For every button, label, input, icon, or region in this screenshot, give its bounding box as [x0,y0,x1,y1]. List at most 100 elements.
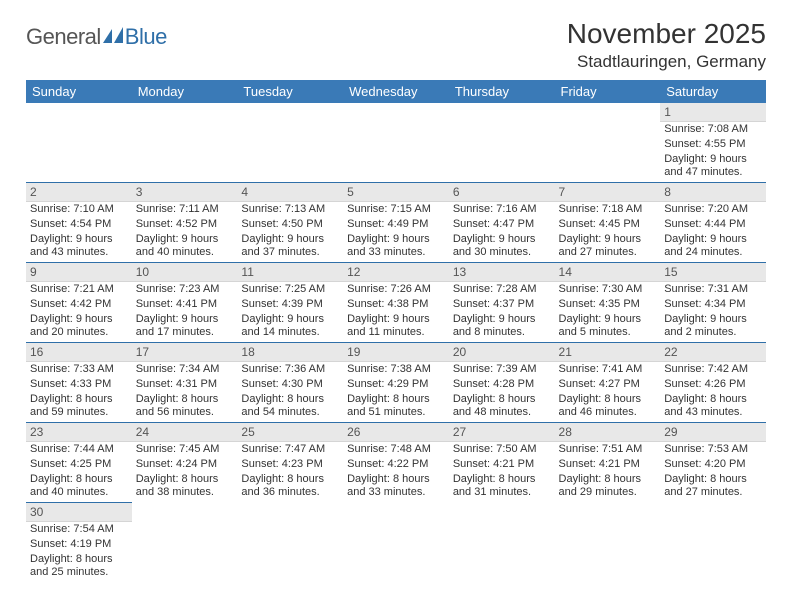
daylight-line: Daylight: 9 hours and 40 minutes. [136,233,234,261]
calendar-cell: 3Sunrise: 7:11 AMSunset: 4:52 PMDaylight… [132,182,238,262]
daylight-line: Daylight: 8 hours and 38 minutes. [136,473,234,501]
day-number: 25 [237,422,343,442]
day-number: 20 [449,342,555,362]
sunset-line: Sunset: 4:33 PM [30,378,128,392]
day-number: 3 [132,182,238,202]
sunrise-line: Sunrise: 7:44 AM [30,443,128,457]
day-number: 29 [660,422,766,442]
sunset-line: Sunset: 4:24 PM [136,458,234,472]
daylight-line: Daylight: 9 hours and 8 minutes. [453,313,551,341]
daylight-line: Daylight: 9 hours and 17 minutes. [136,313,234,341]
day-number: 2 [26,182,132,202]
weekday-header: Friday [555,80,661,103]
sunset-line: Sunset: 4:23 PM [241,458,339,472]
sunset-line: Sunset: 4:25 PM [30,458,128,472]
daylight-line: Daylight: 9 hours and 30 minutes. [453,233,551,261]
day-number: 24 [132,422,238,442]
day-number: 22 [660,342,766,362]
sunset-line: Sunset: 4:42 PM [30,298,128,312]
calendar-cell: 8Sunrise: 7:20 AMSunset: 4:44 PMDaylight… [660,182,766,262]
calendar-cell [343,502,449,582]
calendar-cell [343,103,449,182]
sunrise-line: Sunrise: 7:45 AM [136,443,234,457]
day-number: 16 [26,342,132,362]
daylight-line: Daylight: 8 hours and 25 minutes. [30,553,128,581]
day-number: 1 [660,103,766,122]
day-number: 19 [343,342,449,362]
sunset-line: Sunset: 4:45 PM [559,218,657,232]
title-block: November 2025 Stadtlauringen, Germany [567,18,766,72]
brand-text-1: General [26,24,101,50]
daylight-line: Daylight: 8 hours and 48 minutes. [453,393,551,421]
calendar-cell: 25Sunrise: 7:47 AMSunset: 4:23 PMDayligh… [237,422,343,502]
day-number: 4 [237,182,343,202]
calendar-cell: 27Sunrise: 7:50 AMSunset: 4:21 PMDayligh… [449,422,555,502]
sunset-line: Sunset: 4:41 PM [136,298,234,312]
sunrise-line: Sunrise: 7:39 AM [453,363,551,377]
sunrise-line: Sunrise: 7:30 AM [559,283,657,297]
sunset-line: Sunset: 4:37 PM [453,298,551,312]
daylight-line: Daylight: 9 hours and 11 minutes. [347,313,445,341]
location-label: Stadtlauringen, Germany [567,52,766,72]
calendar-row: 23Sunrise: 7:44 AMSunset: 4:25 PMDayligh… [26,422,766,502]
brand-mark-icon [103,27,125,48]
daylight-line: Daylight: 8 hours and 27 minutes. [664,473,762,501]
day-number: 7 [555,182,661,202]
brand-logo: General Blue [26,24,167,50]
daylight-line: Daylight: 8 hours and 59 minutes. [30,393,128,421]
daylight-line: Daylight: 8 hours and 54 minutes. [241,393,339,421]
calendar-cell: 10Sunrise: 7:23 AMSunset: 4:41 PMDayligh… [132,262,238,342]
sunrise-line: Sunrise: 7:21 AM [30,283,128,297]
daylight-line: Daylight: 9 hours and 5 minutes. [559,313,657,341]
day-number: 9 [26,262,132,282]
day-number: 10 [132,262,238,282]
daylight-line: Daylight: 8 hours and 51 minutes. [347,393,445,421]
calendar-cell: 23Sunrise: 7:44 AMSunset: 4:25 PMDayligh… [26,422,132,502]
calendar-head: Sunday Monday Tuesday Wednesday Thursday… [26,80,766,103]
page-header: General Blue November 2025 Stadtlauringe… [26,18,766,72]
sunrise-line: Sunrise: 7:42 AM [664,363,762,377]
sunrise-line: Sunrise: 7:28 AM [453,283,551,297]
sunrise-line: Sunrise: 7:08 AM [664,123,762,137]
sunrise-line: Sunrise: 7:18 AM [559,203,657,217]
sunrise-line: Sunrise: 7:10 AM [30,203,128,217]
calendar-cell [132,502,238,582]
sunrise-line: Sunrise: 7:26 AM [347,283,445,297]
sunrise-line: Sunrise: 7:51 AM [559,443,657,457]
daylight-line: Daylight: 8 hours and 43 minutes. [664,393,762,421]
daylight-line: Daylight: 9 hours and 43 minutes. [30,233,128,261]
daylight-line: Daylight: 9 hours and 27 minutes. [559,233,657,261]
sunrise-line: Sunrise: 7:11 AM [136,203,234,217]
calendar-cell: 9Sunrise: 7:21 AMSunset: 4:42 PMDaylight… [26,262,132,342]
day-info: Sunrise: 7:54 AMSunset: 4:19 PMDaylight:… [26,523,132,603]
sunset-line: Sunset: 4:50 PM [241,218,339,232]
sunrise-line: Sunrise: 7:13 AM [241,203,339,217]
daylight-line: Daylight: 9 hours and 20 minutes. [30,313,128,341]
daylight-line: Daylight: 9 hours and 37 minutes. [241,233,339,261]
calendar-cell [449,103,555,182]
sunrise-line: Sunrise: 7:50 AM [453,443,551,457]
sunrise-line: Sunrise: 7:34 AM [136,363,234,377]
day-number: 28 [555,422,661,442]
calendar-cell [555,502,661,582]
sunrise-line: Sunrise: 7:16 AM [453,203,551,217]
calendar-cell [555,103,661,182]
sunset-line: Sunset: 4:30 PM [241,378,339,392]
calendar-cell: 28Sunrise: 7:51 AMSunset: 4:21 PMDayligh… [555,422,661,502]
day-number: 8 [660,182,766,202]
weekday-header: Saturday [660,80,766,103]
daylight-line: Daylight: 8 hours and 29 minutes. [559,473,657,501]
calendar-cell: 14Sunrise: 7:30 AMSunset: 4:35 PMDayligh… [555,262,661,342]
daylight-line: Daylight: 8 hours and 40 minutes. [30,473,128,501]
sunset-line: Sunset: 4:44 PM [664,218,762,232]
sunset-line: Sunset: 4:28 PM [453,378,551,392]
calendar-cell [660,502,766,582]
calendar-cell: 17Sunrise: 7:34 AMSunset: 4:31 PMDayligh… [132,342,238,422]
daylight-line: Daylight: 8 hours and 36 minutes. [241,473,339,501]
day-number: 23 [26,422,132,442]
sunset-line: Sunset: 4:31 PM [136,378,234,392]
calendar-cell: 11Sunrise: 7:25 AMSunset: 4:39 PMDayligh… [237,262,343,342]
sunset-line: Sunset: 4:35 PM [559,298,657,312]
calendar-cell: 26Sunrise: 7:48 AMSunset: 4:22 PMDayligh… [343,422,449,502]
sunset-line: Sunset: 4:52 PM [136,218,234,232]
